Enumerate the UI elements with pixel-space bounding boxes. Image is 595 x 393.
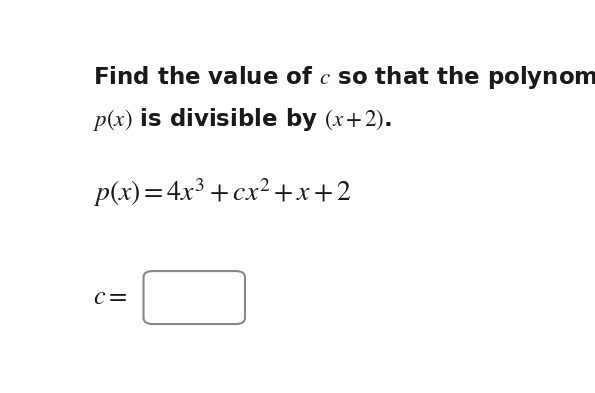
Text: $p(x) = 4x^3 + cx^2 + x + 2$: $p(x) = 4x^3 + cx^2 + x + 2$ bbox=[93, 176, 351, 209]
Text: $c =$: $c =$ bbox=[93, 284, 127, 310]
Text: Find the value of $c$ so that the polynomial: Find the value of $c$ so that the polyno… bbox=[93, 64, 595, 91]
FancyBboxPatch shape bbox=[143, 271, 245, 324]
Text: $p(x)$ is divisible by $(x + 2)$.: $p(x)$ is divisible by $(x + 2)$. bbox=[93, 106, 392, 133]
